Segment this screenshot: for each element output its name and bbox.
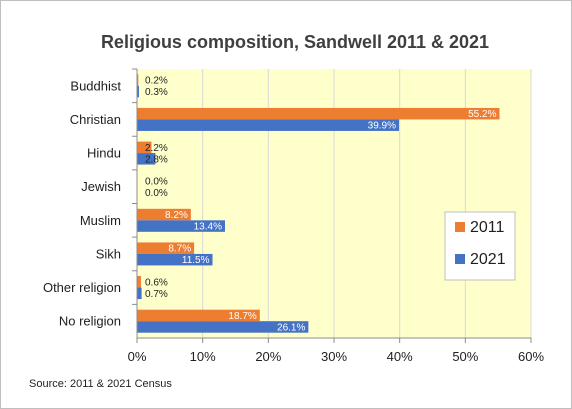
data-label: 11.5% — [182, 255, 210, 266]
bar-2021 — [137, 287, 142, 300]
data-label: 2.2% — [145, 143, 168, 154]
x-tick-label: 10% — [190, 349, 216, 364]
category-label: Other religion — [43, 280, 121, 295]
legend-label: 2011 — [470, 219, 505, 236]
bar-2021 — [137, 220, 225, 232]
axes: 0% 10% 20% 30% 40% 50% 60% — [128, 68, 544, 364]
bar-2011 — [137, 208, 191, 221]
data-label: 0.0% — [145, 188, 168, 199]
bar-2011 — [137, 242, 195, 254]
bar-2021 — [137, 85, 139, 98]
legend: 2011 2021 — [444, 211, 516, 281]
bar-2011 — [137, 74, 139, 86]
x-tick-label: 60% — [518, 349, 544, 364]
bar-2021 — [137, 321, 309, 333]
bars — [137, 74, 500, 333]
category-label: Jewish — [81, 179, 121, 194]
data-label: 0.2% — [145, 76, 168, 87]
data-label: 0.7% — [145, 289, 168, 300]
category-label: Sikh — [96, 246, 121, 261]
bar-2011 — [137, 276, 141, 288]
labels: Buddhist 0.2%0.3% Christian 55.2% 39.9% Hindu… — [43, 76, 497, 334]
bar-2021 — [137, 119, 400, 131]
data-label: 26.1% — [277, 322, 305, 333]
category-label: Hindu — [87, 146, 121, 161]
data-label: 39.9% — [368, 121, 396, 132]
data-label: 55.2% — [468, 109, 496, 120]
data-label: 8.7% — [168, 244, 191, 255]
data-label: 0.0% — [145, 176, 168, 187]
legend-label: 2021 — [470, 251, 506, 268]
category-label: Buddhist — [70, 78, 121, 93]
data-label: 2.8% — [145, 154, 168, 165]
data-label: 18.7% — [228, 311, 256, 322]
data-label: 0.6% — [145, 277, 168, 288]
x-tick-label: 30% — [321, 349, 347, 364]
bar-2011 — [137, 309, 260, 322]
legend-swatch — [455, 222, 465, 232]
bar-2011 — [137, 141, 152, 154]
data-label: 13.4% — [194, 222, 222, 233]
category-label: Muslim — [80, 213, 121, 228]
x-tick-label: 50% — [452, 349, 478, 364]
x-tick-label: 0% — [128, 349, 147, 364]
category-label: Christian — [70, 112, 121, 127]
bar-2011 — [137, 107, 500, 120]
data-label: 0.3% — [145, 87, 168, 98]
data-label: 8.2% — [165, 210, 188, 221]
legend-swatch — [455, 254, 465, 264]
bar-2021 — [137, 153, 156, 165]
category-label: No religion — [59, 314, 121, 329]
chart-title: Religious composition, Sandwell 2011 & 2… — [101, 32, 489, 52]
x-tick-label: 40% — [387, 349, 413, 364]
x-tick-label: 20% — [255, 349, 281, 364]
source-note: Source: 2011 & 2021 Census — [29, 378, 172, 390]
bar-2021 — [137, 253, 213, 266]
